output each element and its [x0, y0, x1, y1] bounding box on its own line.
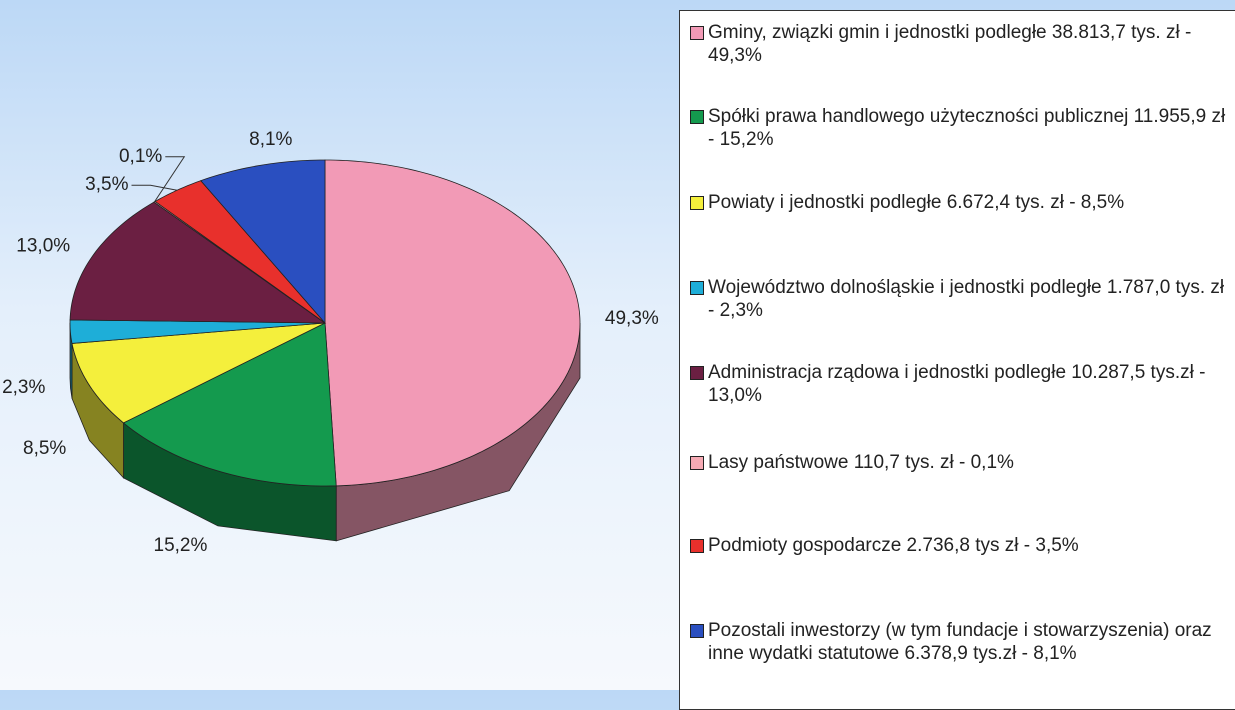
legend-text: Gminy, związki gmin i jednostki podległe… — [708, 22, 1192, 66]
slice — [69, 319, 326, 344]
legend-swatch — [690, 110, 704, 124]
legend-text: Administracja rządowa i jednostki podleg… — [708, 362, 1206, 406]
data-label: 2,3% — [2, 377, 45, 398]
legend-entry: Pozostali inwestorzy (w tym fundacje i s… — [688, 619, 1233, 665]
legend-entry: Powiaty i jednostki podległe 6.672,4 tys… — [688, 191, 1233, 214]
legend-swatch — [690, 456, 704, 470]
legend-swatch — [690, 281, 704, 295]
legend-swatch — [690, 366, 704, 380]
legend-text: Podmioty gospodarcze 2.736,8 tys zł - 3,… — [708, 535, 1079, 556]
data-label: 0,1% — [119, 146, 162, 167]
legend-entry: Gminy, związki gmin i jednostki podległe… — [688, 21, 1233, 67]
legend-swatch — [690, 196, 704, 210]
data-label: 8,1% — [249, 129, 292, 150]
legend-entry: Podmioty gospodarcze 2.736,8 tys zł - 3,… — [688, 534, 1233, 557]
data-label: 13,0% — [16, 235, 70, 256]
legend-text: Pozostali inwestorzy (w tym fundacje i s… — [708, 620, 1212, 664]
data-label: 8,5% — [23, 438, 66, 459]
legend-text: Spółki prawa handlowego użyteczności pub… — [708, 106, 1226, 150]
legend-entry: Województwo dolnośląskie i jednostki pod… — [688, 276, 1233, 322]
slice — [154, 180, 326, 324]
data-label: 15,2% — [154, 535, 208, 556]
legend-entry: Spółki prawa handlowego użyteczności pub… — [688, 105, 1233, 151]
legend-swatch — [690, 26, 704, 40]
legend: Gminy, związki gmin i jednostki podległe… — [679, 10, 1235, 710]
data-label: 3,5% — [85, 174, 128, 195]
leader-line — [131, 184, 178, 191]
slice — [71, 322, 326, 424]
legend-text: Powiaty i jednostki podległe 6.672,4 tys… — [708, 192, 1125, 213]
legend-swatch — [690, 539, 704, 553]
legend-entry: Administracja rządowa i jednostki podleg… — [688, 361, 1233, 407]
legend-text: Lasy państwowe 110,7 tys. zł - 0,1% — [708, 452, 1014, 473]
legend-entry: Lasy państwowe 110,7 tys. zł - 0,1% — [688, 451, 1233, 474]
slice — [324, 159, 581, 487]
chart: 49,3% 15,2% 8,5% 2,3% 13,0% 0,1% 3,5% 8,1% — [2, 129, 659, 556]
data-label: 49,3% — [605, 308, 659, 329]
legend-swatch — [690, 624, 704, 638]
legend-text: Województwo dolnośląskie i jednostki pod… — [708, 277, 1225, 321]
leader-line — [154, 156, 186, 203]
slice — [122, 322, 337, 487]
slice — [69, 201, 327, 324]
slice — [200, 159, 326, 325]
